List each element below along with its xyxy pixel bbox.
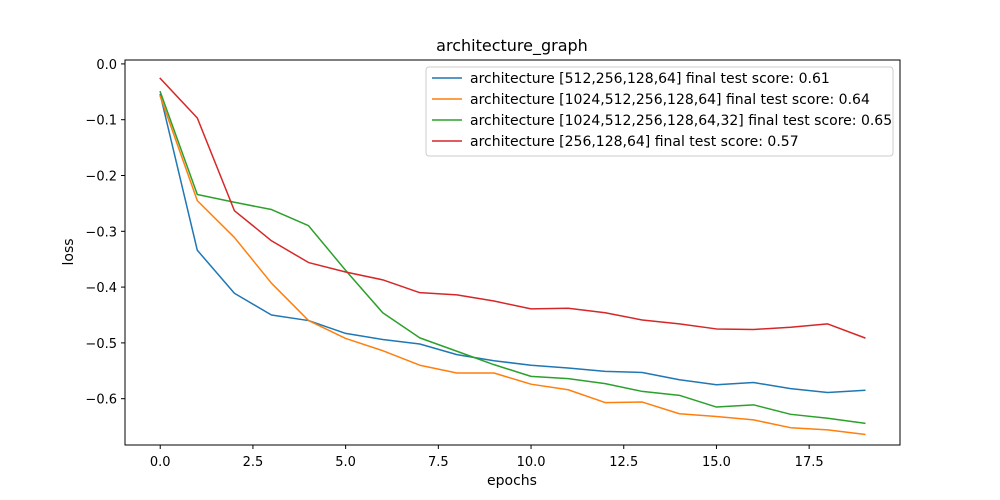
- legend: architecture [512,256,128,64] final test…: [425, 66, 894, 157]
- x-axis-ticks: 0.0 2.5 5.0 7.5 10.0 12.5 15.0 17.5: [150, 445, 824, 470]
- x-tick-label: 7.5: [428, 455, 449, 470]
- y-tick-label: −0.6: [85, 393, 117, 408]
- y-tick-label: −0.5: [85, 337, 117, 352]
- y-axis-label: loss: [61, 238, 77, 265]
- x-tick-label: 5.0: [335, 455, 356, 470]
- y-tick-label: −0.4: [85, 281, 117, 296]
- y-tick-label: −0.1: [85, 114, 117, 129]
- legend-label-0: architecture [512,256,128,64] final test…: [470, 71, 830, 87]
- x-tick-label: 0.0: [150, 455, 171, 470]
- y-tick-label: 0.0: [96, 58, 117, 73]
- x-tick-label: 12.5: [609, 455, 638, 470]
- x-tick-label: 10.0: [517, 455, 546, 470]
- legend-box: [425, 66, 894, 157]
- x-axis-label: epochs: [487, 473, 537, 489]
- series-line-0: [159, 93, 866, 394]
- series-line-1: [159, 95, 866, 436]
- series-line-3: [159, 77, 866, 339]
- x-tick-label: 17.5: [795, 455, 824, 470]
- series-lines: [159, 77, 866, 436]
- y-tick-label: −0.2: [85, 170, 117, 185]
- y-axis-ticks: 0.0 −0.1 −0.2 −0.3 −0.4 −0.5 −0.6: [85, 58, 125, 408]
- x-tick-label: 2.5: [243, 455, 264, 470]
- y-tick-label: −0.3: [85, 225, 117, 240]
- legend-label-3: architecture [256,128,64] final test sco…: [470, 134, 799, 150]
- legend-label-2: architecture [1024,512,256,128,64,32] fi…: [470, 113, 892, 129]
- series-line-2: [159, 90, 866, 425]
- plot-frame: [124, 59, 901, 446]
- chart-title: architecture_graph: [436, 36, 588, 56]
- x-tick-label: 15.0: [702, 455, 731, 470]
- legend-label-1: architecture [1024,512,256,128,64] final…: [470, 92, 870, 108]
